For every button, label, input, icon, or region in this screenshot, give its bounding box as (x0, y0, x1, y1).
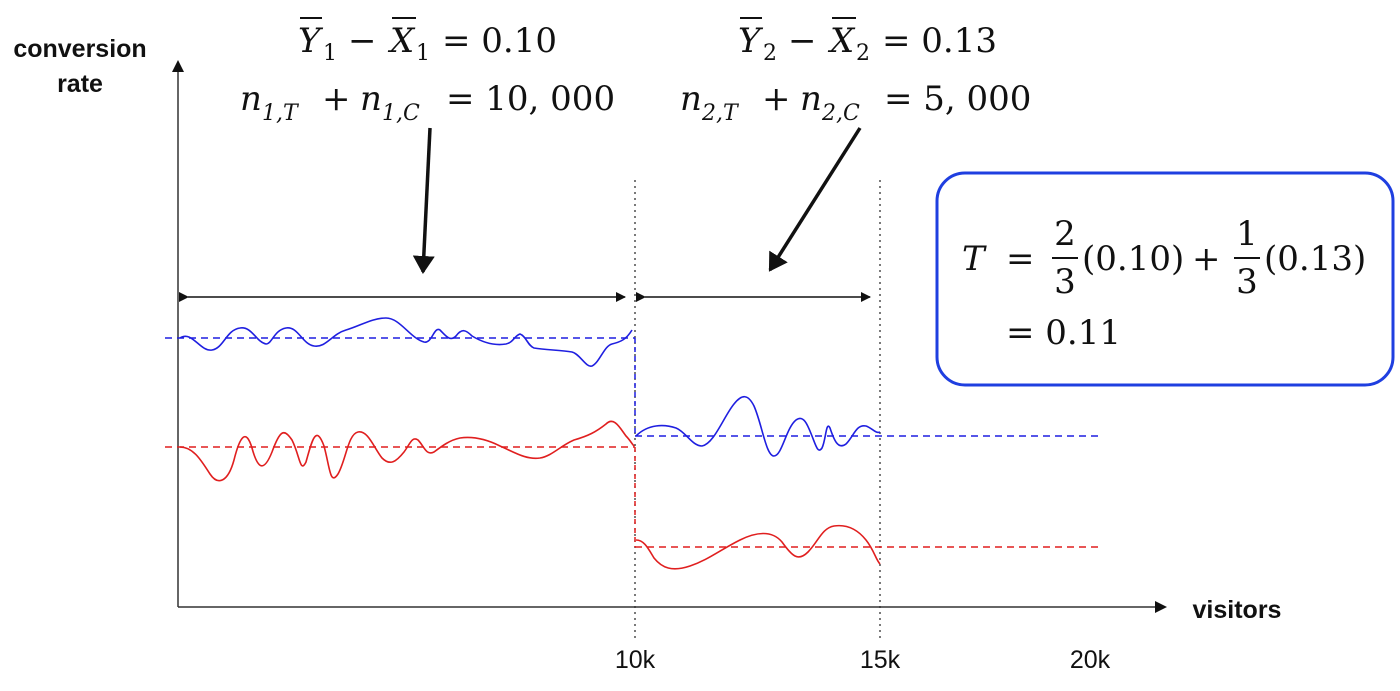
period2-n-treat: n (680, 79, 702, 119)
period2-x-symbol: X (827, 21, 856, 61)
formula-frac1-numerator: 2 (1054, 214, 1076, 254)
period1-plus: + (322, 79, 351, 119)
control-curve-period1 (179, 420, 635, 482)
period1-y-sub: 1 (323, 41, 337, 66)
formula-plus: + (1192, 239, 1221, 279)
period2-n-value: = 5, 000 (884, 79, 1031, 119)
period1-y-symbol: Y (298, 21, 324, 61)
treatment-curve-period1 (179, 317, 633, 367)
period1-n-treat-sub: 1,T (262, 101, 300, 126)
x-axis-label: visitors (1193, 596, 1282, 624)
period2-y-symbol: Y (738, 21, 764, 61)
period2-x-sub: 2 (856, 41, 870, 66)
period2-n-treat-sub: 2,T (701, 101, 740, 126)
period1-sample-size: n 1,T + n 1,C = 10, 000 (240, 79, 615, 126)
treatment-curve-period2 (635, 395, 881, 457)
formula-box (935, 171, 1395, 387)
period1-n-ctrl-sub: 1,C (382, 101, 420, 126)
tick-15k: 15k (860, 646, 901, 674)
period2-minus: − (788, 21, 817, 61)
tick-20k: 20k (1070, 646, 1111, 674)
period1-diff-value: = 0.10 (442, 21, 557, 61)
formula-frac2-denominator: 3 (1236, 262, 1258, 302)
control-curve-period2 (635, 524, 881, 570)
period2-pointer-arrow (768, 127, 862, 272)
y-axis-label-line2: rate (57, 70, 103, 98)
period1-pointer-arrow (412, 127, 435, 274)
formula-frac2-numerator: 1 (1236, 214, 1258, 254)
period1-x-sub: 1 (416, 41, 430, 66)
period2-diff-value: = 0.13 (882, 21, 997, 61)
formula-equals: = (1006, 239, 1035, 279)
period2-sample-size: n 2,T + n 2,C = 5, 000 (680, 79, 1031, 126)
period2-n-ctrl: n (800, 79, 822, 119)
period1-minus: − (348, 21, 377, 61)
period1-n-treat: n (240, 79, 262, 119)
period2-plus: + (762, 79, 791, 119)
period2-difference: Y 2 − X 2 = 0.13 (738, 17, 997, 66)
period1-n-ctrl: n (360, 79, 382, 119)
formula-result: = 0.11 (1006, 313, 1121, 353)
weighted-formula: T = 2 3 (0.10) + 1 3 (0.13) = 0.11 (962, 214, 1366, 353)
formula-value1: (0.10) (1082, 239, 1184, 279)
period2-n-ctrl-sub: 2,C (821, 101, 860, 126)
formula-value2: (0.13) (1264, 239, 1366, 279)
period2-y-sub: 2 (763, 41, 777, 66)
period1-difference: Y 1 − X 1 = 0.10 (298, 17, 557, 66)
period1-n-value: = 10, 000 (446, 79, 615, 119)
period1-x-symbol: X (387, 21, 416, 61)
tick-10k: 10k (615, 646, 656, 674)
formula-lhs: T (962, 239, 987, 279)
formula-frac1-denominator: 3 (1054, 262, 1076, 302)
y-axis-label-line1: conversion (13, 35, 146, 63)
